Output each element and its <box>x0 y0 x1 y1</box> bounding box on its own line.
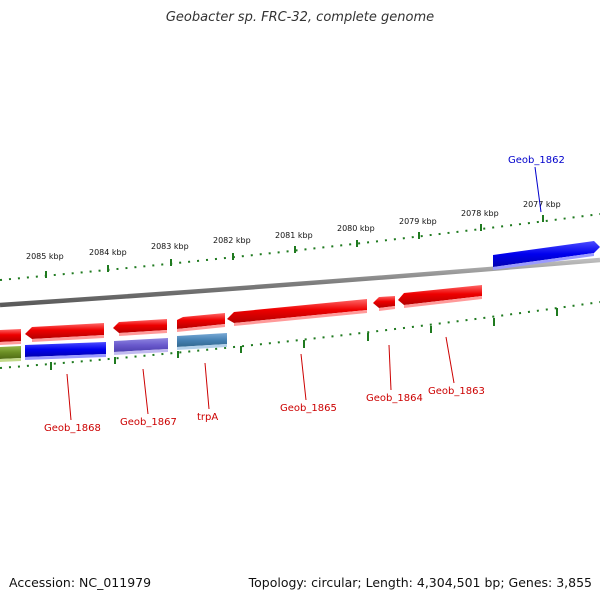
gene-label-geob-1863[interactable]: Geob_1863 <box>428 386 485 397</box>
scale-label: 2078 kbp <box>461 209 499 218</box>
outer-scale: 2085 kbp 2084 kbp 2083 kbp 2082 kbp 2081… <box>0 200 600 281</box>
label-leader-geob-1867 <box>142 368 149 415</box>
label-leader-geob-1862 <box>534 166 542 213</box>
gene-geob-1867-arrow[interactable] <box>113 319 167 336</box>
label-leader-trpA <box>204 362 210 410</box>
inner-scale <box>0 301 600 370</box>
feature-olive-block[interactable] <box>0 346 21 362</box>
label-leader-geob-1864 <box>388 344 392 391</box>
scale-label: 2080 kbp <box>337 224 375 233</box>
scale-label: 2081 kbp <box>275 231 313 240</box>
scale-label: 2084 kbp <box>89 248 127 257</box>
gene-label-geob-1867[interactable]: Geob_1867 <box>120 417 177 428</box>
scale-label: 2079 kbp <box>399 217 437 226</box>
map-title: Geobacter sp. FRC-32, complete genome <box>165 10 435 25</box>
scale-label: 2083 kbp <box>151 242 189 251</box>
feature-blue-block[interactable] <box>25 342 106 360</box>
scale-label: 2085 kbp <box>26 252 64 261</box>
gene-geob-1868-arrow[interactable] <box>25 323 104 342</box>
feature-purple-block[interactable] <box>114 338 168 355</box>
accession-label: Accession: NC_011979 <box>9 575 152 590</box>
label-leader-geob-1868 <box>66 373 72 421</box>
genome-backbone <box>0 257 600 308</box>
gene-label-geob-1865[interactable]: Geob_1865 <box>280 403 337 414</box>
scale-label: 2077 kbp <box>523 200 561 209</box>
gene-label-geob-1862[interactable]: Geob_1862 <box>508 155 565 166</box>
gene-geob-1863-arrow[interactable] <box>398 285 482 308</box>
scale-label: 2082 kbp <box>213 236 251 245</box>
gene-geob-1865-arrow[interactable] <box>227 299 367 326</box>
gene-trpA-arrow[interactable] <box>177 313 225 332</box>
label-leader-geob-1863 <box>445 336 455 384</box>
gene-label-geob-1868[interactable]: Geob_1868 <box>44 423 101 434</box>
gene-label-trpA[interactable]: trpA <box>197 412 218 423</box>
label-leader-geob-1865 <box>300 353 307 401</box>
gene-geob-1864-arrow[interactable] <box>373 296 395 311</box>
outer-scale-dots <box>0 213 600 281</box>
genome-stats-label: Topology: circular; Length: 4,304,501 bp… <box>248 575 592 590</box>
gene-partial-left-red[interactable] <box>0 329 21 345</box>
gene-geob-1862-arrow[interactable] <box>493 241 600 270</box>
feature-steelblue-block[interactable] <box>177 333 227 350</box>
gene-label-geob-1864[interactable]: Geob_1864 <box>366 393 423 404</box>
